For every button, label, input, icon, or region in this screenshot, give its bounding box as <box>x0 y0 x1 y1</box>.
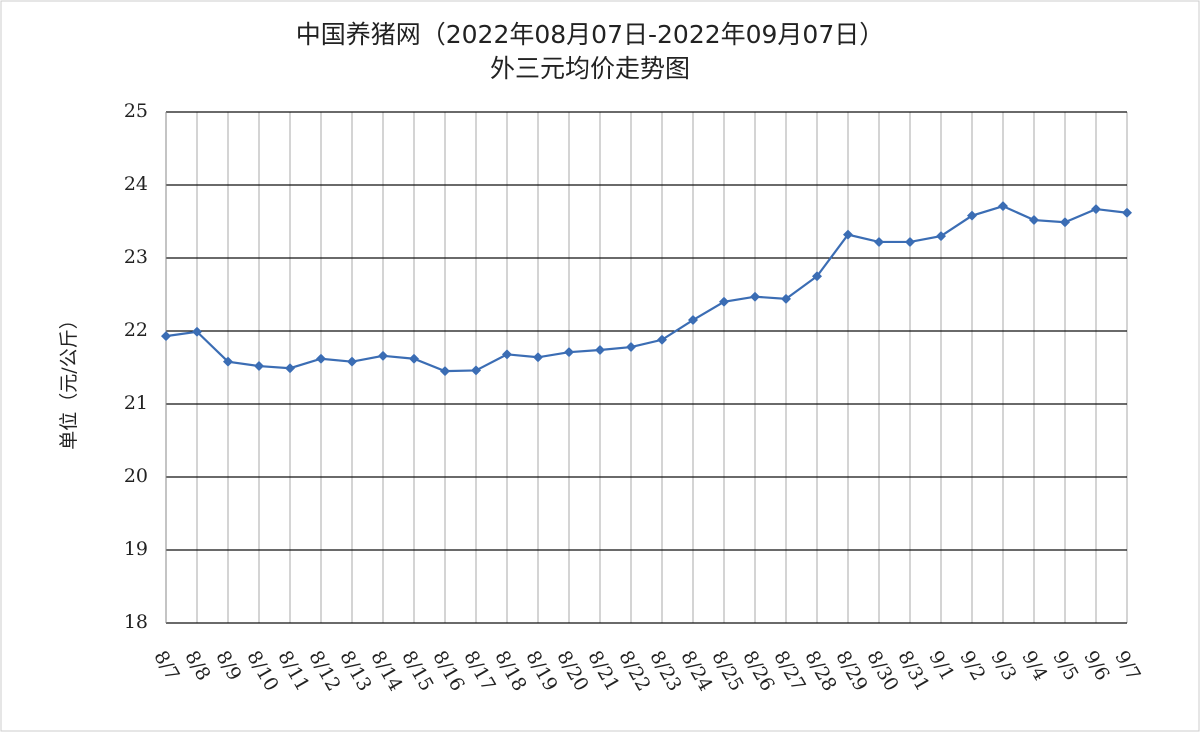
data-point <box>626 342 636 353</box>
data-point <box>750 291 760 302</box>
data-point <box>812 271 822 282</box>
data-point <box>967 210 977 221</box>
data-point <box>161 331 171 342</box>
data-point <box>874 236 884 247</box>
data-point <box>843 229 853 240</box>
data-point <box>471 365 481 376</box>
data-point <box>998 201 1008 212</box>
y-tick-label: 24 <box>124 173 148 195</box>
data-point <box>533 352 543 363</box>
y-tick-label: 23 <box>124 246 148 268</box>
data-point <box>1060 217 1070 228</box>
data-point <box>378 350 388 361</box>
data-point <box>688 315 698 326</box>
data-point <box>781 293 791 304</box>
y-tick-label: 25 <box>124 100 148 122</box>
data-point <box>719 296 729 307</box>
data-point <box>192 326 202 337</box>
data-point <box>936 231 946 242</box>
data-point <box>347 356 357 367</box>
data-point <box>316 353 326 364</box>
data-point <box>502 349 512 360</box>
data-point <box>1029 215 1039 226</box>
data-point <box>409 353 419 364</box>
y-axis-label: 单位（元/公斤） <box>58 310 80 449</box>
y-tick-label: 21 <box>124 392 148 414</box>
data-point <box>905 236 915 247</box>
y-tick-label: 19 <box>124 538 148 560</box>
y-tick-label: 22 <box>124 319 148 341</box>
data-point <box>285 363 295 374</box>
data-point <box>440 366 450 377</box>
data-point <box>564 347 574 358</box>
y-tick-label: 18 <box>124 611 148 633</box>
data-line <box>165 204 1128 373</box>
chart-subtitle: 外三元均价走势图 <box>490 54 690 83</box>
y-tick-label: 20 <box>124 465 148 487</box>
data-point <box>1122 207 1132 218</box>
chart-title: 中国养猪网（2022年08月07日-2022年09月07日） <box>296 20 885 49</box>
data-point <box>595 344 605 355</box>
data-point <box>657 334 667 345</box>
data-point <box>1091 204 1101 215</box>
data-point <box>254 361 264 372</box>
data-point <box>223 356 233 367</box>
